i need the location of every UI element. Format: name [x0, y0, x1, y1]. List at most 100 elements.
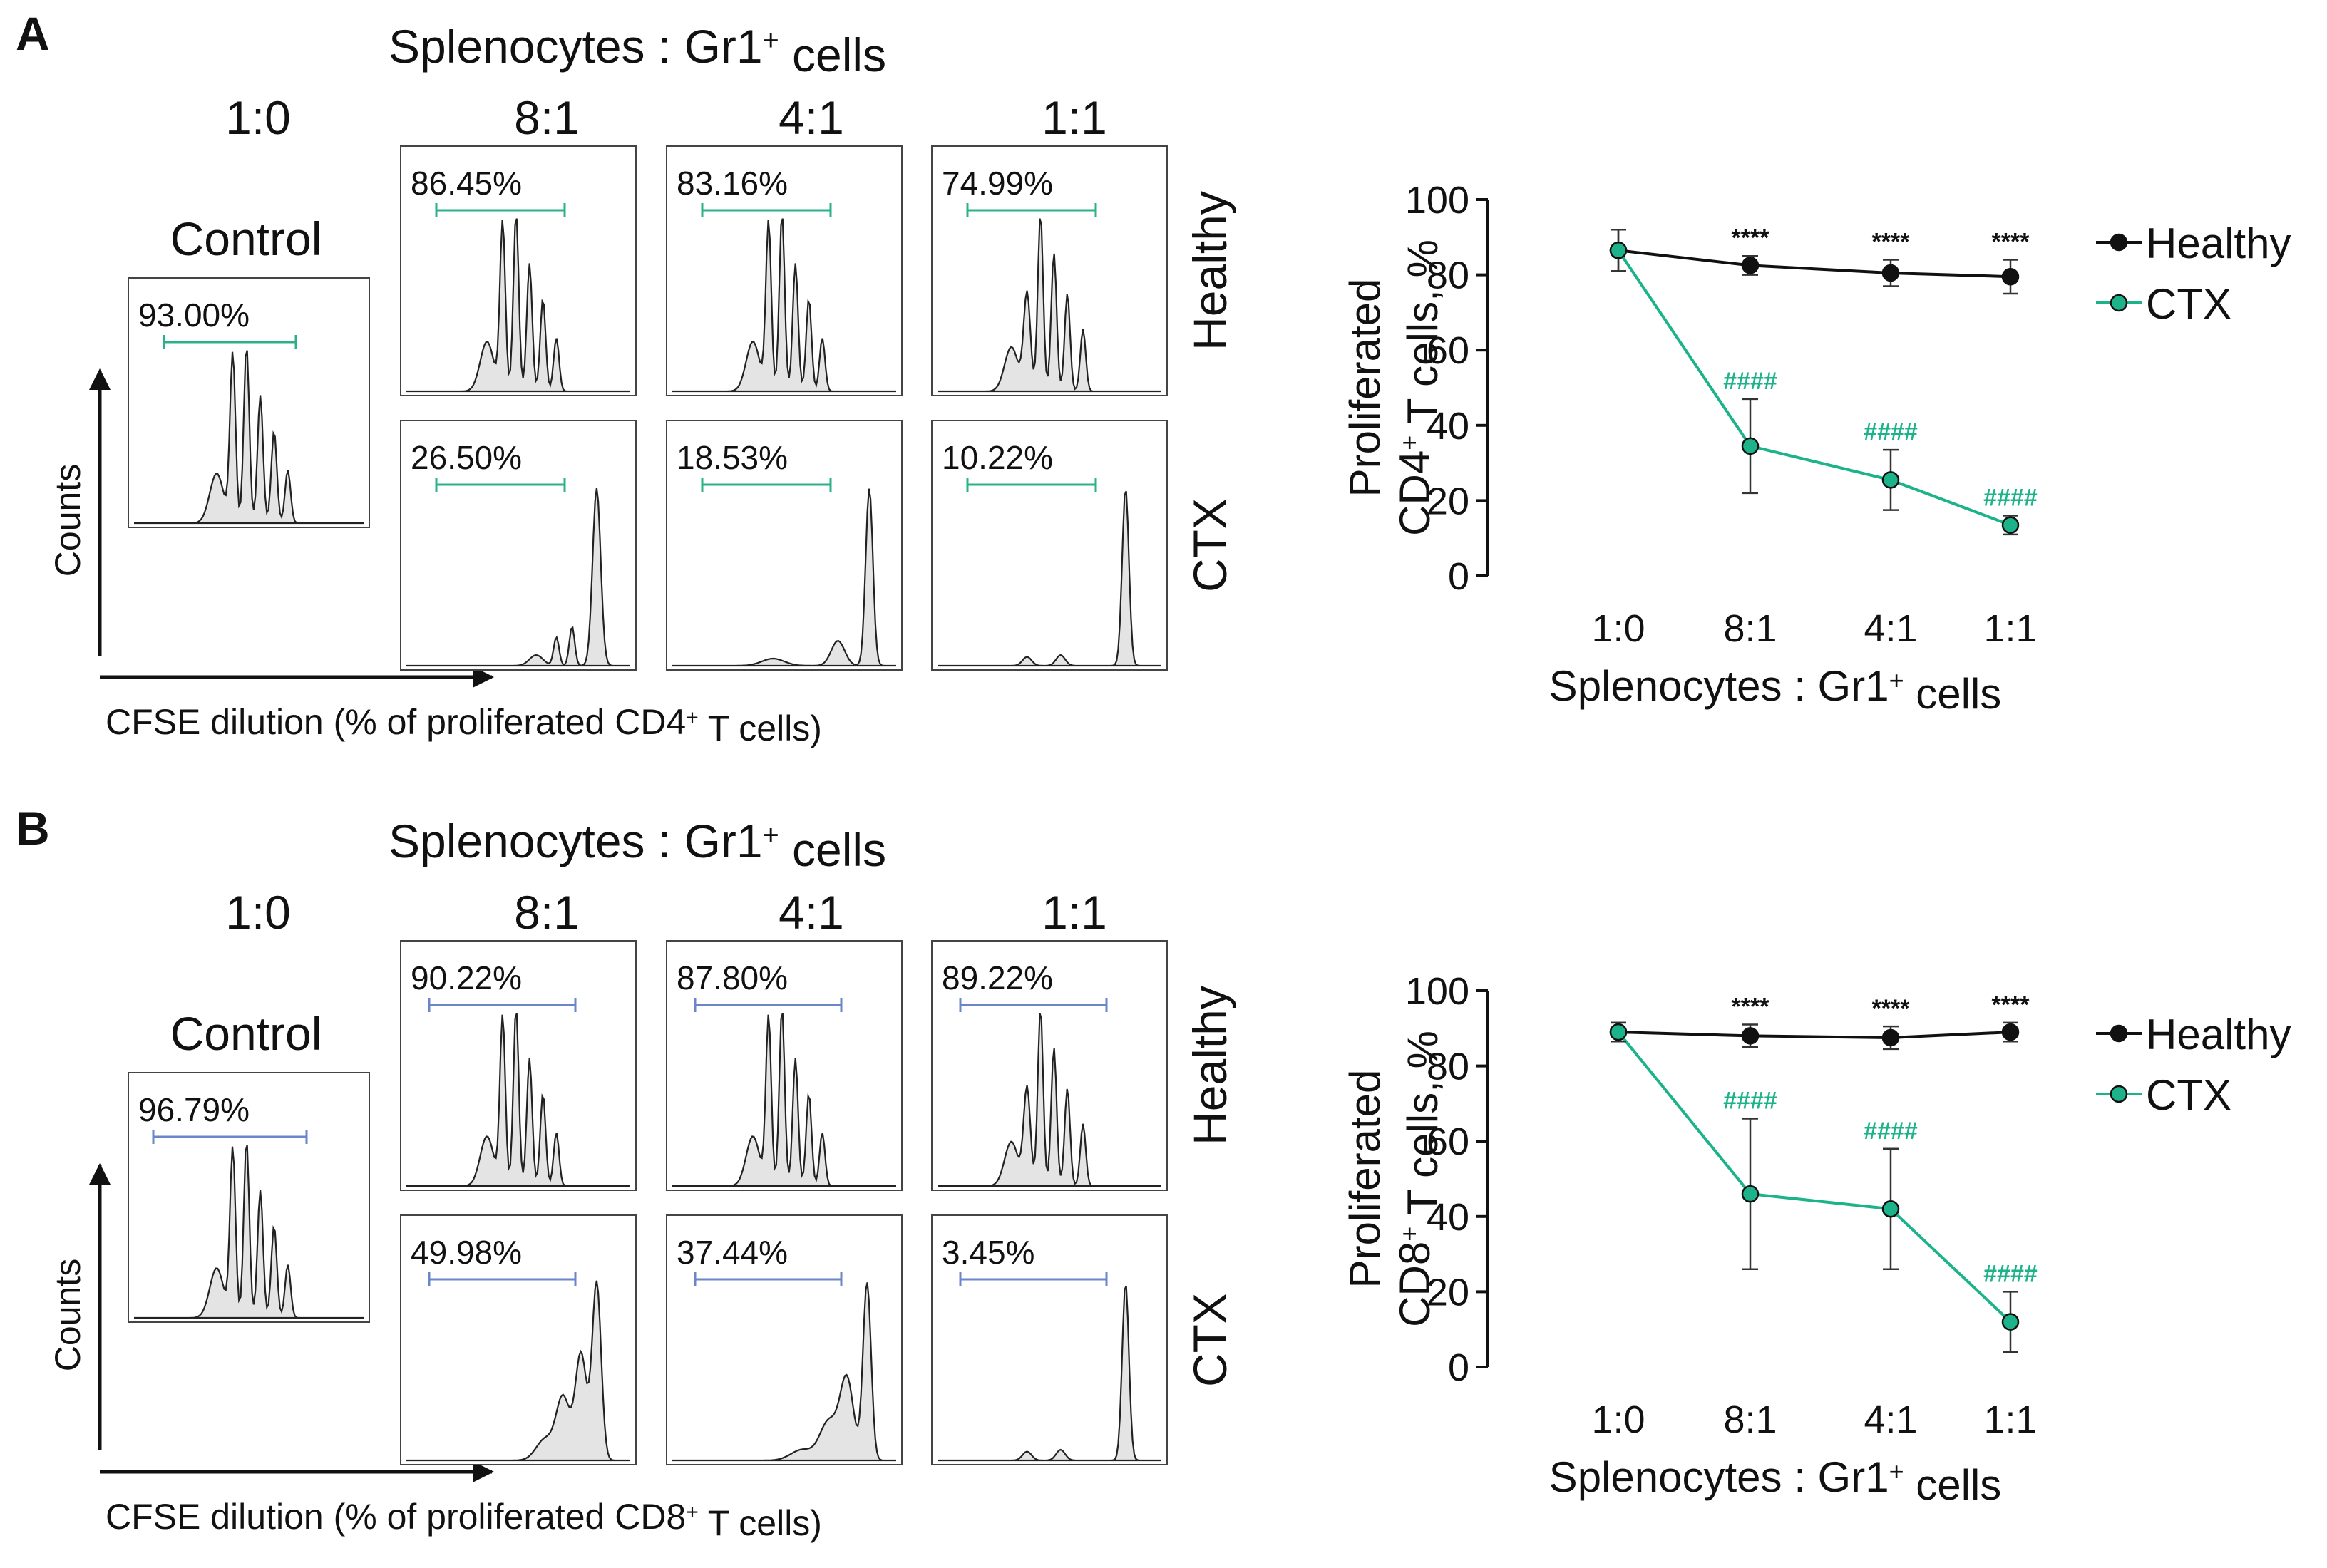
legend-marker: [2110, 1024, 2128, 1043]
x-tick-label: 4:1: [1864, 1398, 1917, 1441]
data-point: [1741, 1027, 1760, 1045]
gate-percent: 49.98%: [411, 1234, 522, 1271]
significance-star: ****: [1732, 225, 1770, 252]
y-axis-label-line2: CD4+ T cells, %: [1391, 239, 1447, 536]
gate-percent: 86.45%: [411, 165, 522, 202]
data-point: [1609, 1023, 1628, 1041]
healthy-histogram: 83.16%: [666, 145, 903, 396]
data-point: [1741, 1185, 1760, 1203]
panel-a: A Splenocytes : Gr1+ cells 1:0 Control 8:1 4:…: [16, 7, 1236, 748]
data-point: [1881, 1028, 1900, 1047]
y-axis-label: Counts: [48, 1259, 88, 1371]
x-axis-label: CFSE dilution (% of proliferated CD4+ T …: [106, 702, 822, 748]
panel-letter: A: [16, 7, 50, 60]
y-axis-label-line2: CD8+ T cells, %: [1391, 1031, 1447, 1327]
y-tick-label: 100: [1405, 970, 1469, 1013]
ctx-histogram: 26.50%: [400, 420, 637, 671]
significance-hash: ####: [1983, 485, 2038, 512]
panel-b: B Splenocytes : Gr1+ cells 1:0 Control 8:1 4:…: [16, 802, 1236, 1543]
significance-hash: ####: [1983, 1260, 2038, 1287]
y-tick-label: 60: [1427, 1120, 1469, 1163]
significance-star: ****: [1992, 228, 2030, 255]
x-tick-label: 4:1: [1864, 607, 1917, 650]
panel-title: Splenocytes : Gr1+ cells: [389, 20, 886, 81]
data-point: [1881, 264, 1900, 282]
x-tick-label: 8:1: [1723, 1398, 1777, 1441]
ratio-label: 1:1: [1042, 91, 1107, 144]
y-tick-label: 20: [1427, 1271, 1469, 1314]
gate-percent: 37.44%: [677, 1234, 788, 1271]
significance-star: ****: [1992, 991, 2030, 1018]
series-line: [1618, 1031, 2011, 1040]
series-ctx: #### #### #### CTX: [1609, 1021, 2231, 1353]
row-label-ctx: CTX: [1183, 498, 1236, 592]
ratio-label: 4:1: [779, 91, 844, 144]
control-label: Control: [170, 212, 322, 265]
gate-percent: 93.00%: [138, 296, 250, 334]
y-tick-label: 80: [1427, 1046, 1469, 1088]
panel-title: Splenocytes : Gr1+ cells: [389, 815, 886, 876]
data-point: [2001, 267, 2020, 286]
gate-percent: 96.79%: [138, 1091, 250, 1128]
healthy-histogram: 86.45%: [400, 145, 637, 396]
y-tick-label: 0: [1448, 555, 1469, 598]
gate-percent: 3.45%: [942, 1234, 1034, 1271]
significance-hash: ####: [1723, 368, 1777, 395]
y-axis-label: Counts: [48, 464, 88, 577]
series-line: [1618, 249, 2011, 279]
x-tick-label: 1:1: [1983, 1398, 2037, 1441]
ratio-label: 4:1: [779, 886, 844, 939]
legend-label: CTX: [2146, 1071, 2231, 1119]
ctx-histogram: 10.22%: [931, 420, 1168, 671]
data-point: [2001, 1023, 2020, 1041]
x-axis-label: Splenocytes : Gr1+ cells: [1549, 1453, 2002, 1509]
ratio-label: 1:1: [1042, 886, 1107, 939]
healthy-histogram: 90.22%: [400, 940, 637, 1191]
gate-percent: 90.22%: [411, 959, 522, 996]
gate-percent: 18.53%: [677, 439, 788, 476]
row-label-healthy: Healthy: [1183, 191, 1236, 351]
series-ctx: #### #### #### CTX: [1609, 228, 2231, 536]
control-ratio-label: 1:0: [225, 886, 291, 939]
data-point: [1881, 471, 1900, 489]
data-point: [2001, 1313, 2020, 1331]
series-line: [1617, 1031, 2012, 1324]
control-ratio-label: 1:0: [225, 91, 291, 144]
ctx-histogram: 18.53%: [666, 420, 903, 671]
y-axis-label-line1: Proliferated: [1341, 1070, 1389, 1289]
x-tick-label: 1:1: [1983, 607, 2037, 650]
legend-marker: [2110, 294, 2128, 312]
y-tick-label: 20: [1427, 480, 1469, 522]
gate-percent: 83.16%: [677, 165, 788, 202]
legend-label: CTX: [2146, 280, 2231, 328]
healthy-histogram: 89.22%: [931, 940, 1168, 1191]
significance-hash: ####: [1723, 1088, 1777, 1115]
healthy-histogram: 87.80%: [666, 940, 903, 1191]
x-tick-label: 1:0: [1591, 1398, 1645, 1441]
y-tick-label: 40: [1427, 1196, 1469, 1239]
legend-label: Healthy: [2146, 1011, 2291, 1058]
row-label-healthy: Healthy: [1183, 986, 1236, 1145]
significance-hash: ####: [1864, 1118, 1918, 1145]
y-tick-label: 0: [1448, 1346, 1469, 1389]
row-label-ctx: CTX: [1183, 1293, 1236, 1387]
gate-percent: 26.50%: [411, 439, 522, 476]
y-axis-label-line1: Proliferated: [1341, 279, 1389, 497]
data-point: [1881, 1200, 1900, 1218]
ctx-histogram: 37.44%: [666, 1214, 903, 1465]
ratio-label: 8:1: [514, 91, 580, 144]
control-histogram: 96.79%: [128, 1072, 370, 1323]
data-point: [1609, 242, 1628, 259]
y-tick-label: 100: [1405, 179, 1469, 222]
x-tick-label: 1:0: [1591, 607, 1645, 650]
significance-star: ****: [1872, 228, 1911, 255]
x-axis-label: CFSE dilution (% of proliferated CD8+ T …: [106, 1497, 822, 1543]
gate-percent: 74.99%: [942, 165, 1053, 202]
y-tick-label: 60: [1427, 329, 1469, 372]
gate-percent: 89.22%: [942, 959, 1053, 996]
data-point: [2001, 516, 2020, 534]
panel-letter: B: [16, 802, 50, 855]
y-tick-label: 80: [1427, 254, 1469, 297]
data-point: [1741, 437, 1760, 455]
ctx-histogram: 49.98%: [400, 1214, 637, 1465]
